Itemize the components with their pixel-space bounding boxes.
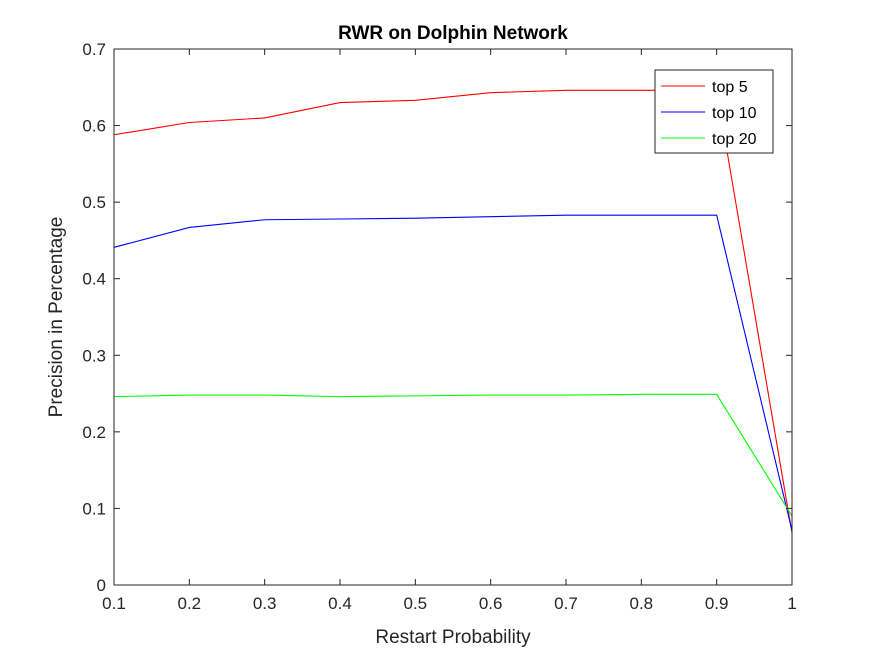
x-tick-label: 0.5 (404, 594, 428, 613)
y-axis-label: Precision in Percentage (46, 217, 67, 418)
x-tick-label: 0.4 (328, 594, 352, 613)
x-tick-label: 0.9 (705, 594, 729, 613)
x-tick-label: 0.8 (630, 594, 654, 613)
x-axis-label: Restart Probability (375, 627, 531, 648)
x-tick-label: 0.6 (479, 594, 503, 613)
series-line-top-10 (113, 214, 793, 531)
axes-layer: 0.1 0.2 0.3 0.4 0.5 0.6 0.7 0.8 0.9 100.10.20.30.… (82, 40, 796, 613)
y-tick-label: 0.1 (82, 499, 106, 518)
x-tick-label: 0.1 (102, 594, 126, 613)
chart-title: RWR on Dolphin Network (338, 23, 568, 44)
series-line-top-20 (113, 393, 793, 517)
x-tick-label: 0.2 (178, 594, 202, 613)
y-tick-label: 0.6 (82, 117, 106, 136)
y-tick-label: 0.4 (82, 270, 106, 289)
y-tick-label: 0.2 (82, 423, 106, 442)
axes-box (113, 48, 793, 586)
y-tick-label: 0 (97, 576, 106, 595)
y-tick-label: 0.5 (82, 193, 106, 212)
x-tick-label: 0.3 (253, 594, 277, 613)
x-tick-label: 1 (787, 594, 796, 613)
legend-label-top-10: top 10 (712, 105, 757, 122)
legend-label-top-20: top 20 (712, 131, 757, 148)
x-tick-label: 0.7 (554, 594, 578, 613)
y-tick-label: 0.3 (82, 346, 106, 365)
legend-label-top-5: top 5 (712, 79, 748, 96)
y-tick-label: 0.7 (82, 40, 106, 59)
legend: top 5 top 10 top 20 (654, 69, 774, 154)
